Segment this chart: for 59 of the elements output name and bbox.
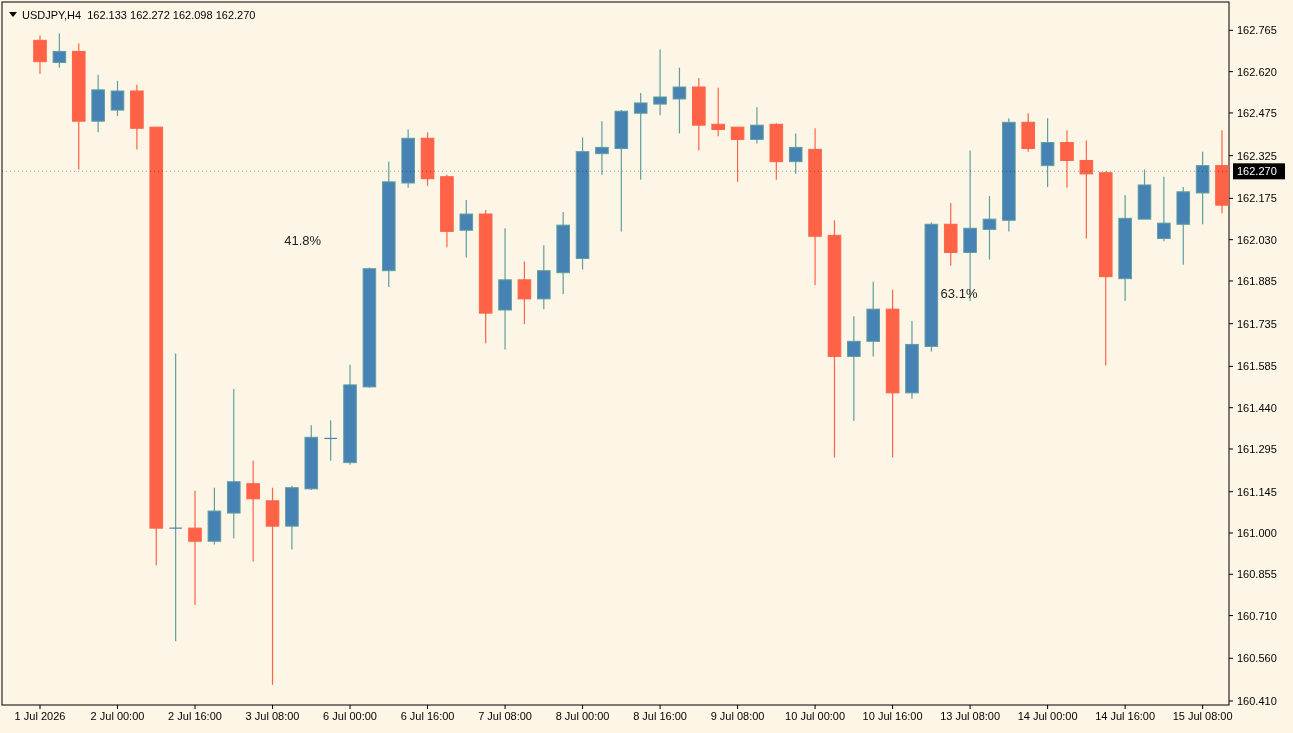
candlestick	[246, 460, 260, 563]
candlestick	[595, 120, 609, 176]
x-tick-label: 9 Jul 08:00	[710, 710, 765, 722]
candlestick	[711, 87, 725, 137]
y-tick-label: 162.030	[1237, 233, 1277, 246]
y-tick-label: 162.475	[1237, 106, 1277, 119]
x-tick-label: 6 Jul 16:00	[400, 710, 455, 722]
y-tick-label: 161.000	[1237, 526, 1277, 539]
candlestick	[847, 315, 861, 422]
y-tick-label: 160.855	[1237, 568, 1277, 581]
candlestick	[33, 34, 47, 75]
x-tick-label: 6 Jul 00:00	[323, 710, 377, 722]
y-tick-label: 162.765	[1237, 24, 1277, 37]
candlestick	[110, 80, 125, 117]
y-tick-label: 160.710	[1237, 609, 1277, 622]
y-tick-label: 162.620	[1237, 65, 1277, 78]
x-tick-label: 14 Jul 00:00	[1017, 710, 1078, 722]
annotation: 63.1%	[940, 285, 978, 301]
y-tick-label: 162.325	[1237, 149, 1277, 162]
ref-line-label: 162.270	[1237, 165, 1277, 178]
candlestick	[672, 67, 687, 135]
y-tick-label: 160.560	[1237, 652, 1277, 665]
x-tick-label: 2 Jul 00:00	[90, 710, 145, 722]
x-tick-label: 15 Jul 08:00	[1172, 710, 1233, 722]
candlestick	[517, 260, 532, 325]
x-tick-label: 14 Jul 16:00	[1095, 710, 1156, 722]
x-tick-label: 8 Jul 16:00	[633, 710, 687, 722]
candlestick	[1060, 129, 1074, 189]
y-tick-label: 161.735	[1237, 317, 1277, 330]
x-tick-label: 3 Jul 08:00	[245, 710, 300, 722]
x-tick-label: 2 Jul 16:00	[168, 710, 222, 722]
x-tick-label: 7 Jul 08:00	[478, 710, 532, 722]
candlestick	[52, 32, 67, 69]
candlestick	[750, 106, 764, 144]
candlestick	[730, 126, 745, 183]
x-tick-label: 10 Jul 16:00	[862, 710, 923, 722]
candlestick	[188, 490, 202, 606]
y-tick-label: 161.295	[1237, 442, 1277, 455]
y-tick-label: 161.585	[1237, 360, 1277, 373]
y-tick-label: 161.885	[1237, 274, 1277, 287]
candlestick	[1157, 176, 1171, 242]
candlestick	[168, 352, 183, 642]
x-tick-label: 13 Jul 08:00	[940, 710, 1001, 722]
y-tick-label: 161.440	[1237, 401, 1277, 414]
annotation: 41.8%	[284, 233, 322, 249]
y-tick-label: 160.410	[1237, 695, 1277, 708]
candlestick	[788, 132, 803, 175]
text: USDJPY,H4 162.133 162.272 162.098 162.270	[22, 9, 256, 21]
y-tick-label: 161.145	[1237, 485, 1277, 498]
candlestick	[653, 48, 667, 116]
x-tick-label: 8 Jul 00:00	[555, 710, 610, 722]
candlestick	[459, 199, 474, 259]
candlestick	[1040, 117, 1055, 188]
x-tick-label: 10 Jul 00:00	[785, 710, 846, 722]
x-tick-label: 1 Jul 2026	[14, 710, 66, 722]
candlestick	[633, 92, 648, 181]
y-tick-label: 162.175	[1237, 192, 1277, 205]
candlestick	[982, 195, 997, 261]
candlestick	[1079, 139, 1094, 240]
